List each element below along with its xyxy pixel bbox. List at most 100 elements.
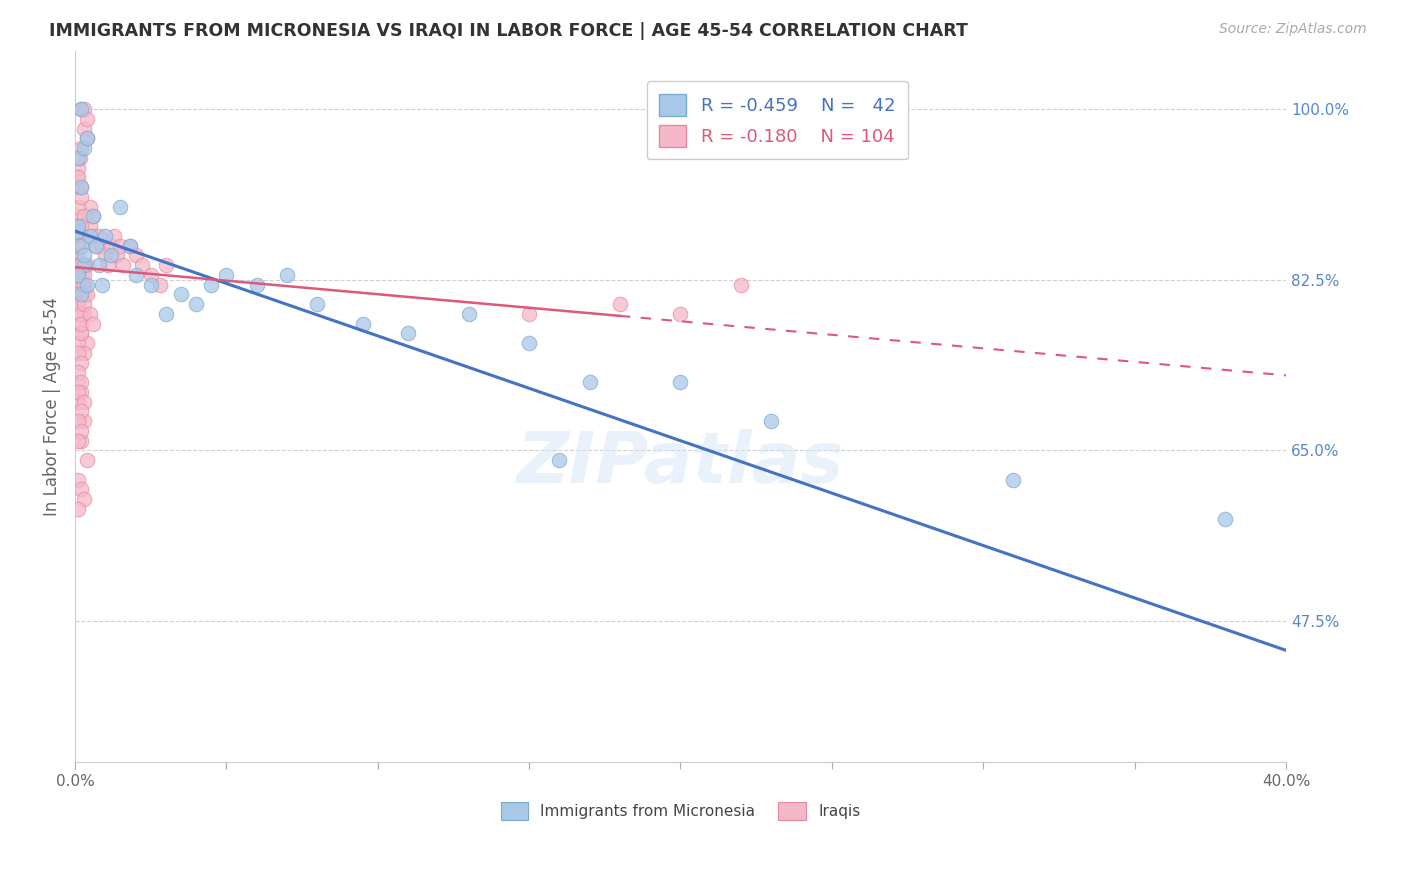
Point bbox=[79, 307, 101, 321]
Point bbox=[67, 238, 90, 252]
Point bbox=[131, 258, 153, 272]
Point bbox=[761, 414, 783, 428]
Point bbox=[73, 248, 96, 262]
Point bbox=[67, 297, 90, 311]
Text: IMMIGRANTS FROM MICRONESIA VS IRAQI IN LABOR FORCE | AGE 45-54 CORRELATION CHART: IMMIGRANTS FROM MICRONESIA VS IRAQI IN L… bbox=[49, 22, 969, 40]
Point bbox=[67, 238, 90, 252]
Point bbox=[65, 180, 87, 194]
Point bbox=[112, 258, 135, 272]
Point bbox=[67, 161, 90, 175]
Point bbox=[307, 297, 329, 311]
Point bbox=[67, 258, 90, 272]
Point bbox=[67, 238, 90, 252]
Point bbox=[184, 297, 207, 311]
Point bbox=[67, 366, 90, 380]
Point bbox=[70, 102, 93, 116]
Point bbox=[70, 434, 93, 448]
Point bbox=[103, 228, 125, 243]
Point bbox=[91, 238, 114, 252]
Point bbox=[139, 277, 162, 292]
Point bbox=[67, 228, 90, 243]
Point bbox=[548, 453, 571, 467]
Point bbox=[517, 307, 540, 321]
Point bbox=[246, 277, 269, 292]
Point bbox=[1215, 511, 1237, 525]
Point bbox=[100, 248, 122, 262]
Point bbox=[67, 414, 90, 428]
Point bbox=[730, 277, 752, 292]
Point bbox=[67, 297, 90, 311]
Point bbox=[66, 258, 89, 272]
Point bbox=[82, 210, 104, 224]
Point bbox=[67, 336, 90, 351]
Point bbox=[139, 268, 162, 282]
Point bbox=[70, 384, 93, 399]
Point bbox=[67, 434, 90, 448]
Point bbox=[73, 297, 96, 311]
Point bbox=[100, 238, 122, 252]
Point bbox=[67, 297, 90, 311]
Point bbox=[69, 151, 91, 165]
Text: ZIPatlas: ZIPatlas bbox=[517, 429, 844, 498]
Point bbox=[669, 307, 692, 321]
Point bbox=[66, 170, 89, 185]
Point bbox=[70, 102, 93, 116]
Point bbox=[67, 394, 90, 409]
Point bbox=[67, 170, 90, 185]
Point bbox=[67, 200, 90, 214]
Point bbox=[578, 375, 600, 389]
Point bbox=[276, 268, 298, 282]
Point bbox=[155, 307, 177, 321]
Point bbox=[67, 384, 90, 399]
Point bbox=[82, 210, 104, 224]
Point bbox=[457, 307, 479, 321]
Point bbox=[70, 483, 93, 497]
Point bbox=[91, 277, 114, 292]
Point bbox=[73, 277, 96, 292]
Point bbox=[609, 297, 631, 311]
Point bbox=[66, 248, 89, 262]
Point bbox=[65, 219, 87, 234]
Point bbox=[76, 336, 98, 351]
Point bbox=[65, 268, 87, 282]
Legend: Immigrants from Micronesia, Iraqis: Immigrants from Micronesia, Iraqis bbox=[495, 796, 866, 826]
Point bbox=[79, 200, 101, 214]
Point bbox=[67, 228, 90, 243]
Point bbox=[70, 277, 93, 292]
Point bbox=[97, 258, 120, 272]
Point bbox=[669, 375, 692, 389]
Point bbox=[70, 287, 93, 301]
Point bbox=[70, 258, 93, 272]
Point bbox=[73, 102, 96, 116]
Text: Source: ZipAtlas.com: Source: ZipAtlas.com bbox=[1219, 22, 1367, 37]
Point bbox=[70, 180, 93, 194]
Point bbox=[67, 219, 90, 234]
Point bbox=[73, 277, 96, 292]
Point bbox=[67, 219, 90, 234]
Point bbox=[67, 473, 90, 487]
Point bbox=[66, 228, 89, 243]
Point bbox=[65, 210, 87, 224]
Point bbox=[79, 228, 101, 243]
Point bbox=[76, 287, 98, 301]
Point bbox=[118, 238, 141, 252]
Point bbox=[1002, 473, 1025, 487]
Point bbox=[70, 375, 93, 389]
Point bbox=[73, 394, 96, 409]
Point bbox=[70, 287, 93, 301]
Point bbox=[67, 224, 90, 238]
Point bbox=[170, 287, 193, 301]
Point bbox=[73, 492, 96, 507]
Point bbox=[89, 258, 111, 272]
Point bbox=[73, 210, 96, 224]
Point bbox=[65, 277, 87, 292]
Point bbox=[70, 219, 93, 234]
Point bbox=[118, 238, 141, 252]
Point bbox=[73, 258, 96, 272]
Point bbox=[105, 248, 128, 262]
Point bbox=[70, 180, 93, 194]
Point bbox=[124, 268, 146, 282]
Point bbox=[76, 112, 98, 126]
Point bbox=[76, 258, 98, 272]
Point bbox=[124, 248, 146, 262]
